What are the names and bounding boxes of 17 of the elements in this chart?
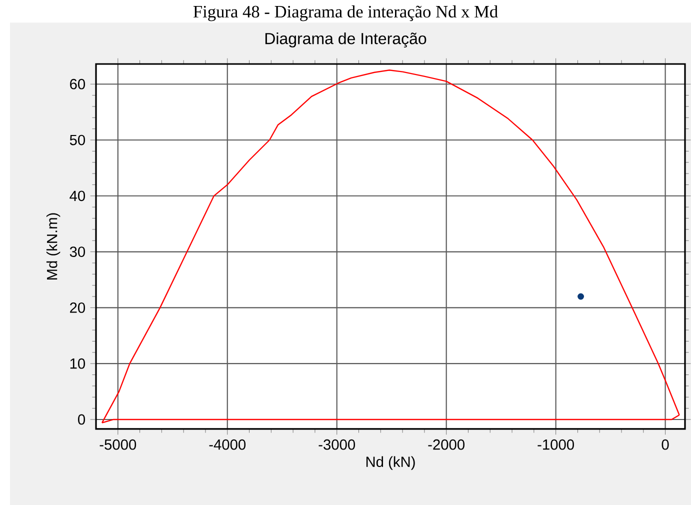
x-tick-label: -5000 (100, 439, 136, 450)
x-tick-label: -2000 (428, 439, 464, 450)
y-tick-label: 60 (70, 78, 86, 90)
text: Figura 48 - Diagrama de interação Nd x Md (193, 5, 498, 22)
x-tick-label: -4000 (209, 439, 246, 450)
y-tick-label: 10 (70, 358, 86, 369)
x-tick-label: -1000 (538, 439, 574, 450)
chart-title: Diagrama de Interação (265, 32, 426, 48)
y-tick-label: 0 (78, 414, 86, 425)
y-tick-label: 20 (70, 302, 86, 313)
y-tick-label: 40 (70, 190, 86, 202)
x-axis-title: Nd (kN) (366, 456, 415, 470)
x-tick-label: -3000 (318, 439, 356, 450)
x-tick-label: 0 (662, 439, 669, 450)
y-axis-title: Md (kN.m) (46, 213, 60, 280)
y-tick-label: 30 (70, 246, 86, 257)
y-tick-label: 50 (70, 134, 86, 146)
